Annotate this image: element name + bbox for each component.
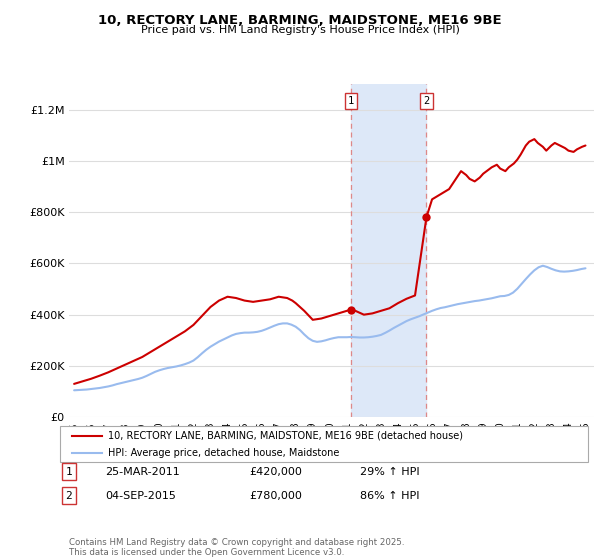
Text: 29% ↑ HPI: 29% ↑ HPI — [360, 466, 419, 477]
Bar — [351, 84, 427, 417]
Text: £780,000: £780,000 — [249, 491, 302, 501]
Text: 25-MAR-2011: 25-MAR-2011 — [105, 466, 180, 477]
Text: Price paid vs. HM Land Registry's House Price Index (HPI): Price paid vs. HM Land Registry's House … — [140, 25, 460, 35]
Text: HPI: Average price, detached house, Maidstone: HPI: Average price, detached house, Maid… — [108, 448, 340, 458]
Text: 2: 2 — [424, 96, 430, 106]
Text: 10, RECTORY LANE, BARMING, MAIDSTONE, ME16 9BE (detached house): 10, RECTORY LANE, BARMING, MAIDSTONE, ME… — [108, 431, 463, 441]
Text: 86% ↑ HPI: 86% ↑ HPI — [360, 491, 419, 501]
Text: 2: 2 — [65, 491, 73, 501]
Text: Contains HM Land Registry data © Crown copyright and database right 2025.
This d: Contains HM Land Registry data © Crown c… — [69, 538, 404, 557]
Text: 10, RECTORY LANE, BARMING, MAIDSTONE, ME16 9BE: 10, RECTORY LANE, BARMING, MAIDSTONE, ME… — [98, 14, 502, 27]
Text: 04-SEP-2015: 04-SEP-2015 — [105, 491, 176, 501]
Text: £420,000: £420,000 — [249, 466, 302, 477]
Text: 1: 1 — [65, 466, 73, 477]
Text: 1: 1 — [347, 96, 354, 106]
